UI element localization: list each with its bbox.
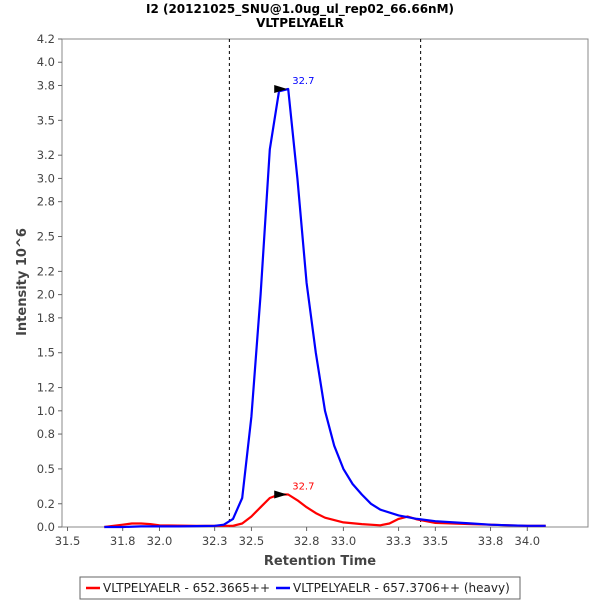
y-tick-label: 4.2 — [37, 32, 55, 46]
series-lines — [104, 87, 546, 529]
x-axis: 31.5 31.8 32.0 32.3 32.5 32.8 33.0 33.3 33.5 33.8… — [55, 527, 540, 548]
y-tick-label: 2.5 — [37, 230, 55, 244]
x-tick-label: 32.0 — [147, 534, 173, 548]
x-tick-label: 31.5 — [55, 534, 81, 548]
y-tick-label: 0.5 — [37, 462, 55, 476]
y-tick-label: 3.0 — [37, 171, 55, 185]
peak-marker — [274, 84, 288, 93]
x-tick-label: 32.3 — [202, 534, 228, 548]
y-tick-label: 4.0 — [37, 55, 55, 69]
y-tick-label: 0.2 — [37, 497, 55, 511]
y-tick-label: 2.2 — [37, 264, 55, 278]
x-tick-label: 33.5 — [423, 534, 449, 548]
x-axis-label: Retention Time — [264, 554, 376, 569]
y-tick-label: 3.5 — [37, 113, 55, 127]
x-tick-label: 33.0 — [331, 534, 357, 548]
y-tick-label: 2.0 — [37, 288, 55, 302]
y-tick-label: 0.0 — [37, 520, 55, 534]
y-axis: 0.0 0.2 0.5 0.8 1.0 1.2 1.5 1.8 2.0 2.2 2.5 2.8 3.0 3… — [37, 32, 62, 534]
legend-box — [79, 576, 521, 600]
y-axis-label: Intensity 10^6 — [15, 228, 30, 336]
legend-entry-label: VLTPELYAELR - 657.3706++ (heavy) — [293, 581, 510, 595]
y-tick-label: 1.2 — [37, 381, 55, 395]
plot-border — [61, 38, 589, 528]
y-tick-label: 2.8 — [37, 195, 55, 209]
y-tick-label: 1.0 — [37, 404, 55, 418]
x-tick-label: 33.3 — [386, 534, 412, 548]
legend: VLTPELYAELR - 652.3665++ VLTPELYAELR - 65… — [79, 576, 521, 600]
chart-title: I2 (20121025_SNU@1.0ug_ul_rep02_66.66nM) — [146, 2, 454, 17]
legend-entry-label: VLTPELYAELR - 652.3665++ — [103, 581, 270, 595]
chart-subtitle: VLTPELYAELR — [256, 16, 344, 30]
x-tick-label: 32.5 — [239, 534, 265, 548]
y-tick-label: 0.8 — [37, 427, 55, 441]
x-tick-label: 31.8 — [110, 534, 136, 548]
x-tick-label: 33.8 — [478, 534, 504, 548]
series-line — [104, 87, 546, 529]
x-tick-label: 34.0 — [515, 534, 541, 548]
plot-area — [61, 38, 589, 528]
y-tick-label: 3.2 — [37, 148, 55, 162]
y-tick-label: 1.8 — [37, 311, 55, 325]
peak-marker — [274, 490, 288, 499]
peak-label: 32.7 — [292, 481, 314, 492]
peak-markers: 32.7 32.7 — [274, 76, 314, 499]
y-tick-label: 1.5 — [37, 346, 55, 360]
y-tick-label: 3.8 — [37, 78, 55, 92]
peak-label: 32.7 — [292, 76, 314, 87]
x-tick-label: 32.8 — [294, 534, 320, 548]
